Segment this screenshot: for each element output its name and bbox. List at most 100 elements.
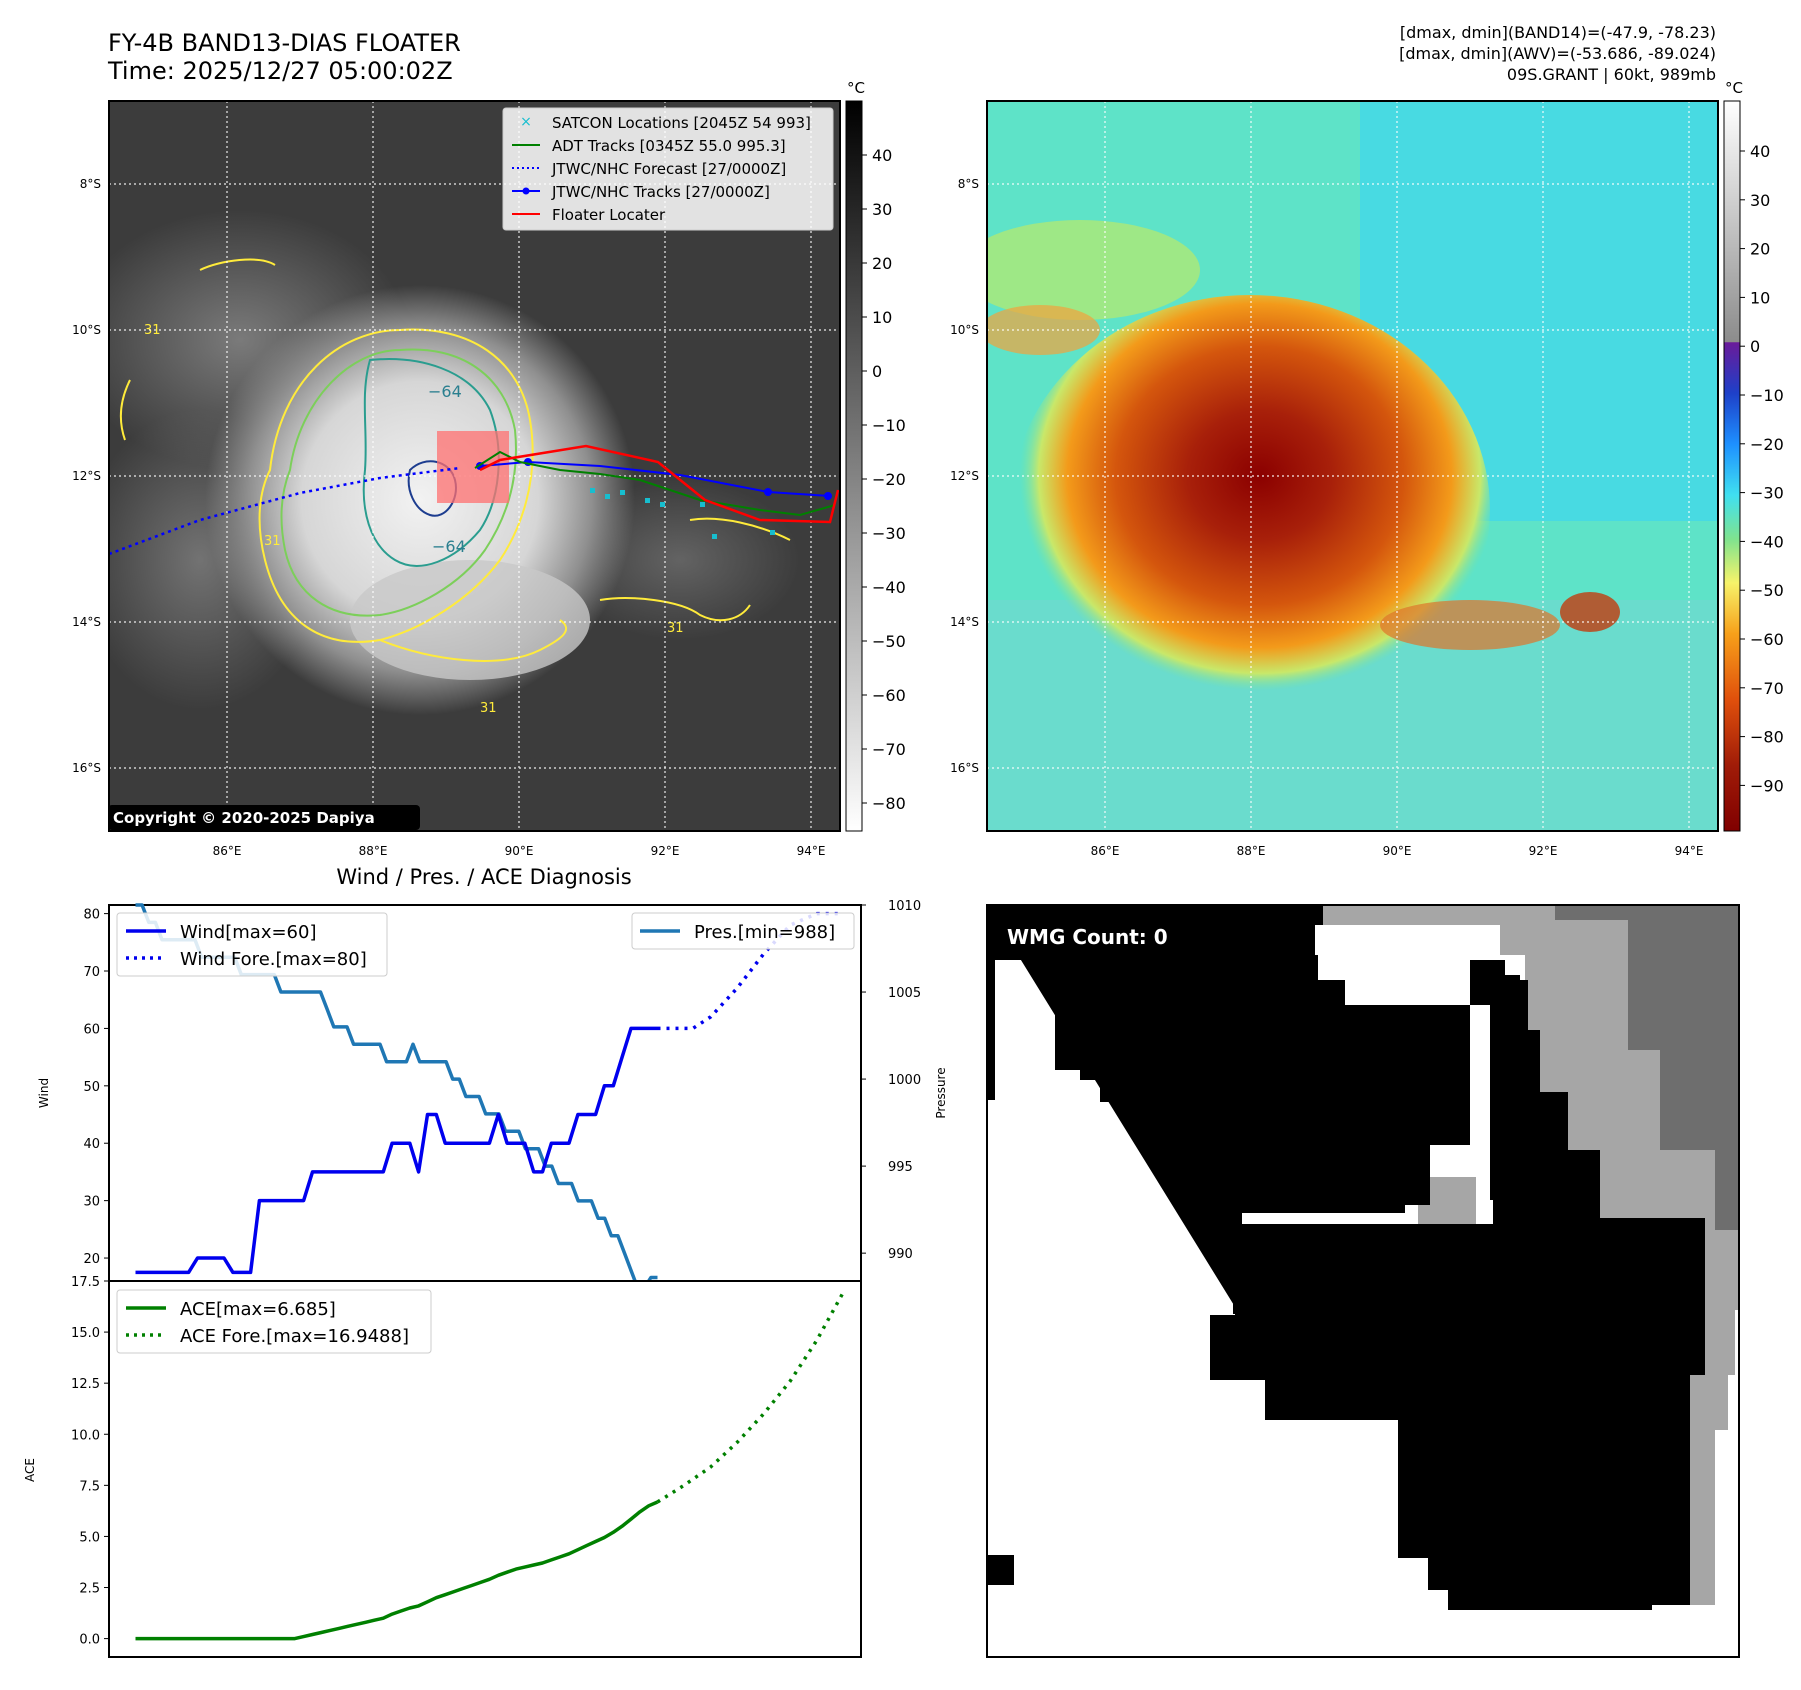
- wind-y-tick-label: 20: [83, 1252, 100, 1267]
- wmg-panel: WMG Count: 0: [986, 904, 1740, 1658]
- colorbar-color-label: −80: [1750, 728, 1784, 747]
- contour-label: −64: [432, 537, 466, 556]
- wmg-label: WMG Count: 0: [1007, 925, 1168, 949]
- contour-label: 31: [144, 323, 161, 338]
- colorbar-color-label: −60: [1750, 630, 1784, 649]
- wind-y-tick-label: 80: [83, 908, 100, 923]
- wind-axis-label: Wind: [37, 1078, 51, 1108]
- colorbar-color-unit: °C: [1725, 79, 1743, 97]
- pressure-y-tick-label: 1005: [888, 986, 921, 1001]
- svg-text:14°S: 14°S: [950, 615, 979, 629]
- copyright-text: Copyright © 2020-2025 Dapiya: [113, 809, 375, 827]
- svg-text:88°E: 88°E: [1237, 844, 1266, 858]
- svg-text:10°S: 10°S: [950, 323, 979, 337]
- map-right-axis-labels: 8°S 10°S 12°S 14°S 16°S 86°E 88°E 90°E 9…: [950, 177, 1703, 858]
- contour-yellow-small: [119, 379, 131, 441]
- ace-line: [135, 1500, 659, 1641]
- svg-text:12°S: 12°S: [950, 469, 979, 483]
- contour-label: 31: [480, 701, 497, 716]
- contour-label: 31: [667, 621, 684, 636]
- satcon-points: [590, 488, 775, 539]
- contour-yellow-band: [379, 619, 568, 662]
- colorbar-gray-label: −80: [872, 794, 906, 813]
- contour-navy: [407, 460, 457, 517]
- legend-ace: ACE[max=6.685]: [180, 1299, 336, 1320]
- svg-text:86°E: 86°E: [1091, 844, 1120, 858]
- wind-y-tick-label: 50: [83, 1080, 100, 1095]
- svg-text:8°S: 8°S: [80, 177, 101, 191]
- wind-chart: 80 70 60 50 40 30 20 1010 1005 1000 995 990 Wind P…: [37, 899, 948, 1290]
- ace-y-tick-label: 17.5: [71, 1275, 100, 1290]
- ace-y-tick-label: 2.5: [79, 1582, 100, 1597]
- adt-track: [474, 450, 836, 517]
- svg-text:16°S: 16°S: [72, 761, 101, 775]
- wmg-black: [987, 905, 1705, 1610]
- svg-text:10°S: 10°S: [72, 323, 101, 337]
- colorbar-color-label: −10: [1750, 386, 1784, 405]
- legend-adt: ADT Tracks [0345Z 55.0 995.3]: [552, 137, 786, 155]
- legend-pressure: Pres.[min=988]: [694, 922, 835, 943]
- colorbar-color: °C 40 30 20 10 0 −10 −20 −30 −40 −50 −60 −70 −80 −90: [1723, 79, 1784, 832]
- legend-ace-forecast: ACE Fore.[max=16.9488]: [180, 1326, 409, 1347]
- colorbar-gray-label: −20: [872, 470, 906, 489]
- colorbar-color-label: −30: [1750, 484, 1784, 503]
- awv-map-panel: [987, 101, 1718, 831]
- wind-legend-right: Pres.[min=988]: [631, 912, 855, 950]
- contour-teal: [362, 358, 500, 567]
- pressure-axis-label: Pressure: [934, 1067, 948, 1118]
- pressure-y-tick-label: 995: [888, 1160, 913, 1175]
- figure-time: Time: 2025/12/27 05:00:02Z: [107, 57, 453, 85]
- ace-axis-label: ACE: [23, 1458, 37, 1482]
- contour-green: [280, 348, 517, 617]
- ace-forecast-line: [656, 1291, 845, 1504]
- diagnosis-title: Wind / Pres. / ACE Diagnosis: [336, 865, 631, 889]
- floater-locator: [479, 444, 840, 524]
- contour-label: −64: [428, 382, 462, 401]
- pressure-y-tick-label: 1010: [888, 899, 921, 914]
- legend-jtwc-track: JTWC/NHC Tracks [27/0000Z]: [551, 183, 770, 201]
- colorbar-gray-label: −70: [872, 740, 906, 759]
- info-awv: [dmax, dmin](AWV)=(-53.686, -89.024): [1399, 44, 1716, 63]
- colorbar-color-label: 20: [1750, 240, 1770, 259]
- colorbar-color-label: −90: [1750, 776, 1784, 795]
- svg-text:90°E: 90°E: [505, 844, 534, 858]
- colorbar-gray-unit: °C: [847, 79, 865, 97]
- colorbar-color-label: −70: [1750, 679, 1784, 698]
- svg-text:90°E: 90°E: [1383, 844, 1412, 858]
- grid-right: [987, 101, 1718, 831]
- svg-text:16°S: 16°S: [950, 761, 979, 775]
- ir-map-frame: [108, 100, 841, 832]
- colorbar-gray-label: 10: [872, 308, 892, 327]
- ace-y-tick-label: 12.5: [71, 1377, 100, 1392]
- ace-y-tick-label: 15.0: [71, 1326, 100, 1341]
- colorbar-gray: °C 40 30 20 10 0 −10 −20 −30 −40 −50 −60 −70 −80: [845, 79, 906, 832]
- colorbar-color-label: 30: [1750, 191, 1770, 210]
- contour-yellow: [258, 328, 534, 643]
- colorbar-color-label: 40: [1750, 142, 1770, 161]
- info-storm: 09S.GRANT | 60kt, 989mb: [1507, 65, 1716, 84]
- wind-y-tick-label: 60: [83, 1022, 100, 1037]
- colorbar-gray-label: 40: [872, 146, 892, 165]
- ace-y-tick-label: 7.5: [79, 1479, 100, 1494]
- awv-map-frame: [986, 100, 1719, 832]
- colorbar-gray-label: 20: [872, 254, 892, 273]
- svg-text:8°S: 8°S: [958, 177, 979, 191]
- ace-y-tick-label: 10.0: [71, 1428, 100, 1443]
- wind-y-tick-label: 30: [83, 1195, 100, 1210]
- pressure-y-tick-label: 1000: [888, 1073, 921, 1088]
- awv-band: [1380, 600, 1560, 650]
- svg-text:14°S: 14°S: [72, 615, 101, 629]
- ace-legend: ACE[max=6.685] ACE Fore.[max=16.9488]: [116, 1289, 432, 1354]
- svg-text:92°E: 92°E: [1529, 844, 1558, 858]
- ace-y-tick-label: 5.0: [79, 1530, 100, 1545]
- awv-storm: [1010, 295, 1490, 725]
- svg-text:92°E: 92°E: [651, 844, 680, 858]
- copyright-box: [109, 805, 420, 830]
- svg-text:12°S: 12°S: [72, 469, 101, 483]
- ace-chart: 17.5 15.0 12.5 10.0 7.5 5.0 2.5 0.0 ACE ACE[max…: [23, 1275, 862, 1658]
- map-left-axis-labels: 8°S 10°S 12°S 14°S 16°S 86°E 88°E 90°E 9…: [72, 177, 825, 858]
- svg-text:94°E: 94°E: [1675, 844, 1704, 858]
- wind-line: [135, 1026, 658, 1275]
- svg-text:94°E: 94°E: [797, 844, 826, 858]
- info-band14: [dmax, dmin](BAND14)=(-47.9, -78.23): [1400, 23, 1716, 42]
